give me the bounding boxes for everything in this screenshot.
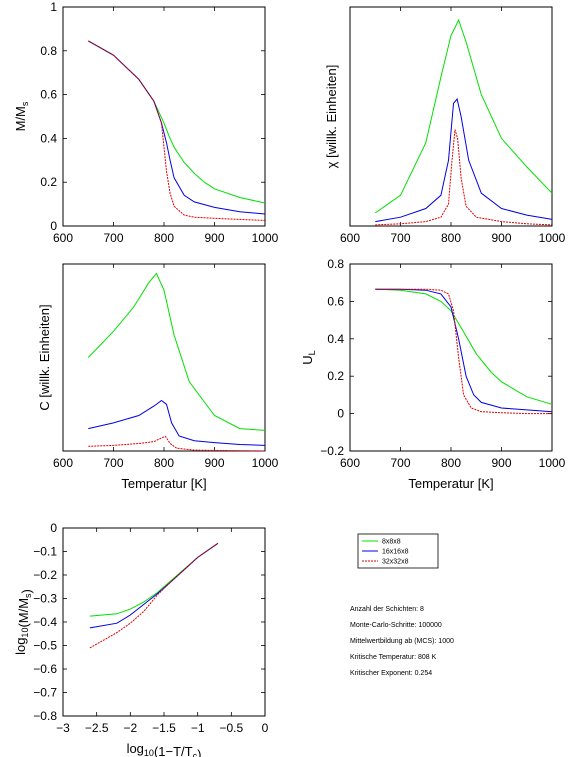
y-tick-label: 0.8: [40, 44, 57, 58]
x-tick-label: 600: [340, 456, 360, 470]
panel-magnetization: 600 700 800 900 1000 0 0.2 0.4 0.6 0.8 1 M/Ms: [13, 0, 279, 245]
x-tick-label: 600: [53, 231, 73, 245]
y-axis-label: UL: [300, 350, 317, 364]
info-critical-temperature: Kritische Temperatur: 808 K: [350, 654, 437, 661]
y-tick-label: −0.6: [33, 662, 57, 676]
y-axis-label: M/Ms: [13, 101, 30, 131]
legend: 8x8x8 16x16x8 32x32x8: [357, 533, 439, 569]
y-tick-label: −0.2: [320, 444, 344, 458]
y-axis-label: log10(M/Ms): [13, 589, 34, 655]
plot-frame: [62, 527, 266, 717]
x-tick-label: 700: [103, 456, 123, 470]
y-tick-label: −0.8: [33, 709, 57, 723]
x-tick-label: 600: [53, 456, 73, 470]
info-layers: Anzahl der Schichten: 8: [350, 606, 424, 613]
x-tick-label: −1: [191, 721, 205, 735]
y-tick-label: −0.2: [33, 568, 57, 582]
series-line-specific_heat-1: [88, 399, 266, 446]
x-axis-label: Temperatur [K]: [408, 476, 493, 491]
x-tick-label: −2.5: [85, 721, 109, 735]
series-line-magnetization-0: [88, 40, 266, 204]
series-line-magnetization-2: [88, 40, 266, 221]
series-line-specific_heat-2: [88, 435, 266, 452]
y-tick-label: 0.2: [327, 369, 344, 383]
info-critical-exponent: Kritischer Exponent: 0.254: [350, 670, 432, 677]
panel-loglog: −3 −2.5 −2 −1.5 −1 −0.5 0 −0.8 −0.7 −0.6 −0.5 −0.4 −…: [13, 521, 269, 757]
x-tick-label: 900: [491, 231, 511, 245]
y-tick-label: 0.2: [40, 175, 57, 189]
series-line-loglog-2: [89, 542, 219, 649]
y-tick-label: 0.4: [327, 332, 344, 346]
series-line-susceptibility-2: [375, 129, 553, 226]
y-tick-label: −0.7: [33, 686, 57, 700]
chart-panels: 600 700 800 900 1000 0 0.2 0.4 0.6 0.8 1 M/Ms 600 700…: [13, 0, 566, 757]
x-tick-label: 700: [103, 231, 123, 245]
x-tick-label: 900: [491, 456, 511, 470]
series-line-loglog-1: [89, 542, 219, 629]
x-tick-label: 1000: [252, 456, 279, 470]
y-tick-label: −0.4: [33, 615, 57, 629]
y-tick-label: 0.6: [40, 88, 57, 102]
x-tick-label: −1.5: [152, 721, 176, 735]
panel-susceptibility: 600 700 800 900 1000 χ [willk. Einheiten]: [324, 6, 566, 245]
x-tick-label: 600: [340, 231, 360, 245]
series-line-binder_cumulant-2: [375, 288, 552, 415]
y-tick-label: −0.3: [33, 592, 57, 606]
x-tick-label: −3: [56, 721, 70, 735]
legend-label-8x8x8: 8x8x8: [382, 539, 401, 546]
legend-label-32x32x8: 32x32x8: [382, 559, 409, 566]
series-line-susceptibility-1: [375, 97, 553, 223]
panel-binder_cumulant: 600 700 800 900 1000 −0.2 0 0.2 0.4 0.6 0.8 UL Tempe…: [300, 257, 566, 491]
x-tick-label: 1000: [539, 231, 566, 245]
x-tick-label: 1000: [539, 456, 566, 470]
plot-frame: [349, 6, 553, 227]
info-averaging-start: Mittelwertbildung ab (MCS): 1000: [350, 638, 454, 645]
panel-specific_heat: 600 700 800 900 1000 C [willk. Einheiten] Temp…: [37, 263, 279, 491]
series-line-specific_heat-0: [87, 272, 266, 431]
plot-frame: [349, 263, 553, 452]
series-line-binder_cumulant-1: [375, 288, 553, 413]
plot-frame: [62, 6, 266, 227]
series-line-magnetization-1: [88, 40, 266, 215]
series-line-loglog-0: [89, 542, 219, 617]
x-axis-label: Temperatur [K]: [121, 476, 206, 491]
x-tick-label: −0.5: [219, 721, 243, 735]
series-line-susceptibility-0: [375, 18, 553, 214]
y-tick-label: −0.5: [33, 639, 57, 653]
y-tick-label: 1: [50, 0, 57, 14]
series-line-binder_cumulant-0: [375, 288, 553, 405]
y-axis-label: C [willk. Einheiten]: [37, 304, 52, 410]
x-tick-label: 700: [390, 456, 410, 470]
x-tick-label: 0: [262, 721, 269, 735]
y-tick-label: 0.8: [327, 257, 344, 271]
y-tick-label: 0.6: [327, 294, 344, 308]
info-mc-steps: Monte-Carlo-Schritte: 100000: [350, 622, 442, 629]
y-axis-label: χ [willk. Einheiten]: [324, 65, 339, 169]
x-tick-label: −2: [123, 721, 137, 735]
x-tick-label: 900: [204, 456, 224, 470]
y-tick-label: 0.4: [40, 131, 57, 145]
x-axis-label: log10(1−T/Tc): [127, 741, 202, 757]
x-tick-label: 1000: [252, 231, 279, 245]
x-tick-label: 800: [441, 456, 461, 470]
x-tick-label: 800: [154, 231, 174, 245]
y-tick-label: 0: [337, 407, 344, 421]
x-tick-label: 900: [204, 231, 224, 245]
y-tick-label: 0: [50, 521, 57, 535]
y-tick-label: −0.1: [33, 545, 57, 559]
x-tick-label: 800: [441, 231, 461, 245]
simulation-info: Anzahl der Schichten: 8 Monte-Carlo-Schr…: [350, 606, 454, 677]
legend-label-16x16x8: 16x16x8: [382, 549, 409, 556]
y-tick-label: 0: [50, 219, 57, 233]
x-tick-label: 700: [390, 231, 410, 245]
x-tick-label: 800: [154, 456, 174, 470]
